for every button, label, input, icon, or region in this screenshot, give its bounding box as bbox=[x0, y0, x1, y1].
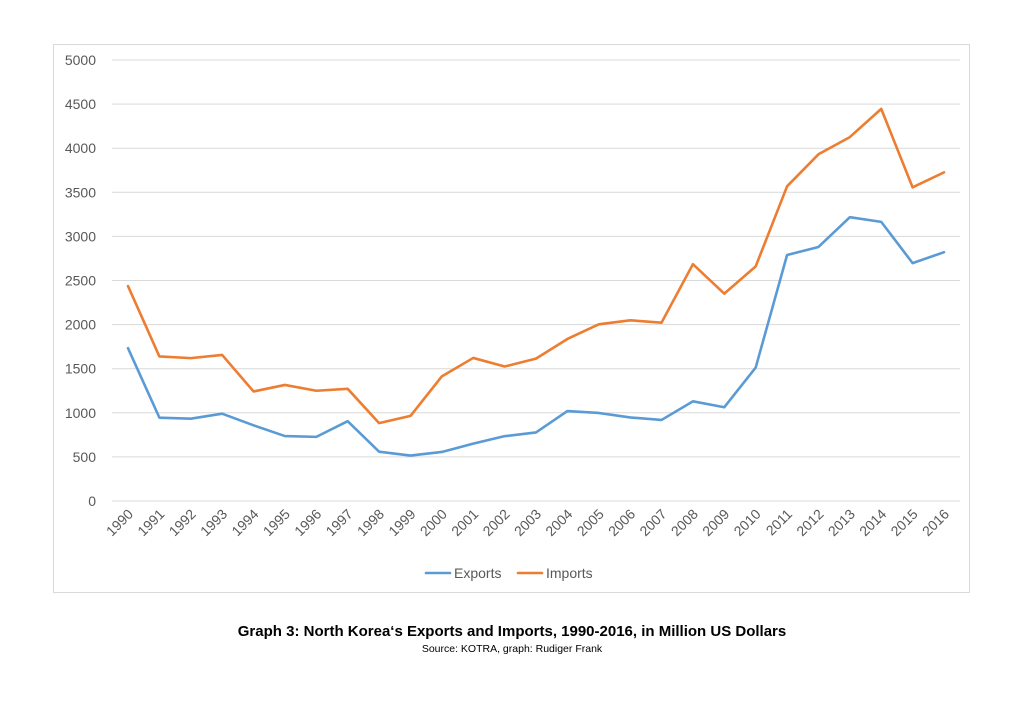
y-tick-label: 5000 bbox=[65, 52, 96, 68]
series-line-exports bbox=[126, 215, 946, 457]
x-tick-label: 2001 bbox=[448, 506, 481, 539]
x-tick-label: 2007 bbox=[636, 506, 669, 539]
x-tick-label: 2016 bbox=[919, 506, 952, 539]
x-tick-label: 2003 bbox=[511, 506, 544, 539]
x-tick-label: 1993 bbox=[197, 506, 230, 539]
y-tick-label: 1000 bbox=[65, 405, 96, 421]
x-tick-label: 2015 bbox=[887, 506, 920, 539]
x-tick-label: 1995 bbox=[260, 506, 293, 539]
y-tick-label: 4500 bbox=[65, 96, 96, 112]
series-line-imports bbox=[126, 107, 946, 425]
x-tick-label: 2002 bbox=[479, 506, 512, 539]
x-axis-ticks: 1990199119921993199419951996199719981999… bbox=[103, 506, 952, 539]
y-tick-label: 2000 bbox=[65, 317, 96, 333]
y-axis-ticks: 0 500 1000 1500 2000 2500 3000 3500 4000 4500 5000 bbox=[65, 52, 96, 509]
x-tick-label: 2012 bbox=[793, 506, 826, 539]
x-tick-label: 1999 bbox=[385, 506, 418, 539]
gridlines bbox=[112, 59, 960, 502]
y-tick-label: 2500 bbox=[65, 273, 96, 289]
x-tick-label: 1997 bbox=[322, 506, 355, 539]
chart-source-note: Source: KOTRA, graph: Rudiger Frank bbox=[421, 643, 603, 655]
x-tick-label: 2010 bbox=[730, 506, 763, 539]
x-tick-label: 1996 bbox=[291, 506, 324, 539]
x-tick-label: 1990 bbox=[103, 506, 136, 539]
y-tick-label: 500 bbox=[73, 449, 97, 465]
x-tick-label: 1991 bbox=[134, 506, 167, 539]
x-tick-label: 2005 bbox=[574, 506, 607, 539]
x-tick-label: 2004 bbox=[542, 506, 575, 539]
x-tick-label: 2006 bbox=[605, 506, 638, 539]
series-lines bbox=[126, 107, 946, 457]
y-tick-label: 4000 bbox=[65, 140, 96, 156]
x-tick-label: 2009 bbox=[699, 506, 732, 539]
x-tick-label: 2013 bbox=[825, 506, 858, 539]
legend-label-imports: Imports bbox=[546, 565, 593, 581]
x-tick-label: 2000 bbox=[417, 506, 450, 539]
x-tick-label: 2011 bbox=[763, 506, 796, 539]
x-tick-label: 2014 bbox=[856, 506, 889, 539]
legend: Exports Imports bbox=[424, 565, 593, 581]
y-tick-label: 3000 bbox=[65, 228, 96, 244]
x-tick-label: 1998 bbox=[354, 506, 387, 539]
legend-label-exports: Exports bbox=[454, 565, 501, 581]
y-tick-label: 3500 bbox=[65, 184, 96, 200]
x-tick-label: 2008 bbox=[668, 506, 701, 539]
y-tick-label: 1500 bbox=[65, 361, 96, 377]
y-tick-label: 0 bbox=[88, 493, 96, 509]
x-tick-label: 1992 bbox=[166, 506, 199, 539]
x-tick-label: 1994 bbox=[228, 506, 261, 539]
chart-caption: Graph 3: North Korea‘s Exports and Impor… bbox=[0, 622, 1024, 656]
chart-title: Graph 3: North Korea‘s Exports and Impor… bbox=[237, 623, 787, 640]
